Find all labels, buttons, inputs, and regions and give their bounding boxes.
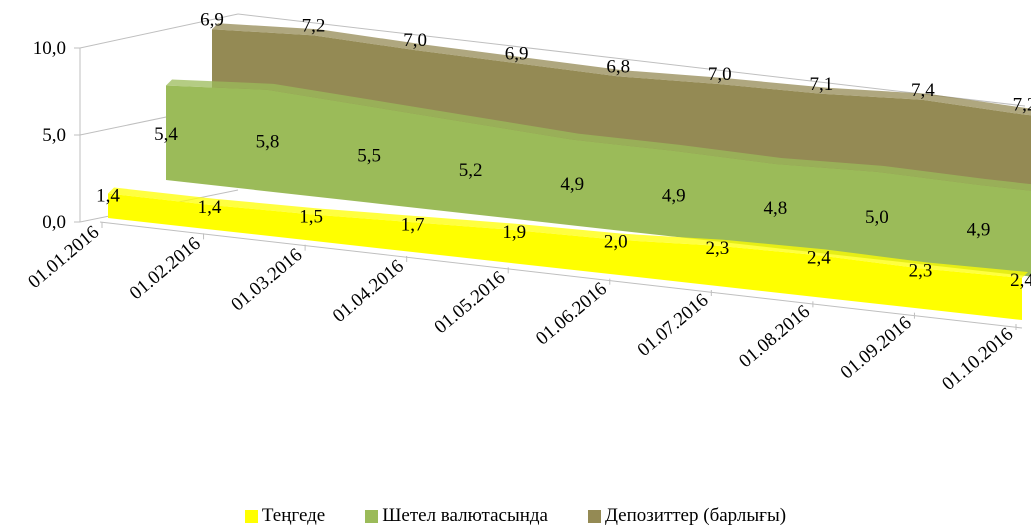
x-tick-label: 01.06.2016 — [532, 278, 611, 349]
legend: Теңгеде Шетел валютасында Депозиттер (ба… — [0, 505, 1031, 527]
data-label: 7,2 — [1013, 95, 1031, 116]
data-label: 4,9 — [560, 174, 584, 195]
x-tick-label: 01.09.2016 — [837, 312, 916, 383]
data-label: 2,3 — [909, 260, 933, 281]
data-label: 5,5 — [357, 146, 381, 167]
x-tick-label: 01.07.2016 — [634, 290, 713, 361]
x-axis-line — [99, 221, 1023, 329]
series-top-face — [108, 187, 1028, 278]
data-label: 7,1 — [809, 74, 833, 95]
data-label: 4,9 — [662, 186, 686, 207]
x-tick-label: 01.10.2016 — [938, 324, 1017, 395]
data-label: 6,9 — [200, 9, 224, 30]
series-top-face — [212, 23, 1031, 116]
data-label: 1,9 — [502, 222, 526, 243]
data-label: 2,0 — [604, 232, 628, 253]
legend-item-total: Депозиттер (барлығы) — [587, 505, 787, 527]
y-tick-label: 5,0 — [42, 125, 66, 146]
legend-label: Депозиттер (барлығы) — [604, 505, 787, 526]
data-label: 5,8 — [256, 132, 280, 153]
legend-swatch — [244, 509, 258, 523]
chart-area: 0,05,010,001.01.2016 01.02.2016 01.03.2016… — [24, 9, 1031, 395]
data-label: 4,8 — [763, 198, 787, 219]
data-label: 7,2 — [302, 15, 326, 36]
series-top-face — [166, 79, 1031, 191]
data-label: 1,4 — [198, 197, 222, 218]
legend-swatch — [587, 509, 601, 523]
legend-swatch — [365, 509, 379, 523]
back-wall-top-edge — [79, 13, 239, 49]
back-wall-top-line — [237, 13, 1026, 107]
legend-item-tenge: Теңгеде — [244, 505, 326, 527]
x-tick-label: 01.02.2016 — [126, 233, 205, 304]
legend-label: Теңгеде — [261, 505, 326, 526]
data-label: 4,9 — [967, 220, 991, 241]
series-area-1 — [166, 85, 1031, 277]
data-label: 7,4 — [911, 80, 935, 101]
data-label: 2,4 — [807, 247, 831, 268]
legend-item-foreign: Шетел валютасында — [365, 505, 548, 527]
x-tick-label: 01.03.2016 — [227, 244, 306, 315]
data-label: 5,0 — [865, 207, 889, 228]
data-label: 1,4 — [96, 186, 120, 207]
x-tick-label: 01.08.2016 — [735, 301, 814, 372]
data-label: 5,4 — [154, 124, 178, 145]
y-tick-label: 0,0 — [42, 212, 66, 233]
data-labels: 1,4 1,4 1,5 1,7 1,9 2,0 2,3 2,4 2,3 2,4 5,4 5,8 5,5 5… — [96, 9, 1031, 291]
data-label: 6,8 — [606, 56, 630, 77]
legend-label: Шетел валютасында — [382, 505, 548, 526]
data-label: 2,3 — [705, 238, 729, 259]
data-label: 7,0 — [708, 64, 732, 85]
series-area-0 — [108, 193, 1022, 320]
data-label: 5,2 — [459, 160, 483, 181]
data-label: 2,4 — [1010, 270, 1031, 291]
x-tick-label: 01.04.2016 — [329, 256, 408, 327]
data-label: 6,9 — [505, 43, 529, 64]
data-label: 7,0 — [403, 30, 427, 51]
data-label: 1,7 — [401, 214, 425, 235]
data-label: 1,5 — [299, 206, 323, 227]
x-tick-label: 01.05.2016 — [430, 267, 509, 338]
series-ribbons — [108, 23, 1031, 320]
y-tick-label: 10,0 — [33, 38, 66, 59]
